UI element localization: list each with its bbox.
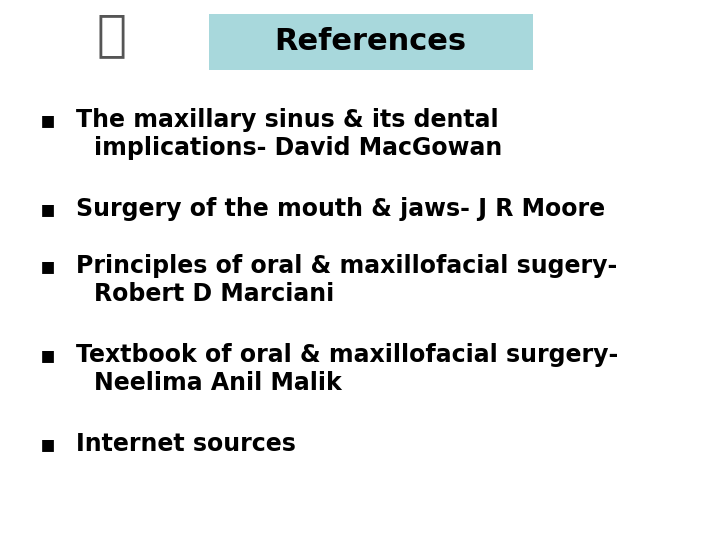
Text: 📋: 📋 bbox=[96, 11, 127, 59]
Text: ▪: ▪ bbox=[40, 432, 55, 456]
Text: Neelima Anil Malik: Neelima Anil Malik bbox=[94, 371, 341, 395]
Text: ▪: ▪ bbox=[40, 343, 55, 367]
Text: Robert D Marciani: Robert D Marciani bbox=[94, 282, 334, 306]
Text: The maxillary sinus & its dental: The maxillary sinus & its dental bbox=[76, 108, 498, 132]
Text: ▪: ▪ bbox=[40, 254, 55, 278]
Text: ▪: ▪ bbox=[40, 197, 55, 221]
FancyBboxPatch shape bbox=[209, 14, 533, 70]
Text: References: References bbox=[275, 28, 467, 56]
Text: Principles of oral & maxillofacial sugery-: Principles of oral & maxillofacial suger… bbox=[76, 254, 617, 278]
Text: Internet sources: Internet sources bbox=[76, 432, 295, 456]
Text: implications- David MacGowan: implications- David MacGowan bbox=[94, 136, 502, 160]
Text: Textbook of oral & maxillofacial surgery-: Textbook of oral & maxillofacial surgery… bbox=[76, 343, 618, 367]
Text: Surgery of the mouth & jaws- J R Moore: Surgery of the mouth & jaws- J R Moore bbox=[76, 197, 605, 221]
Text: ▪: ▪ bbox=[40, 108, 55, 132]
